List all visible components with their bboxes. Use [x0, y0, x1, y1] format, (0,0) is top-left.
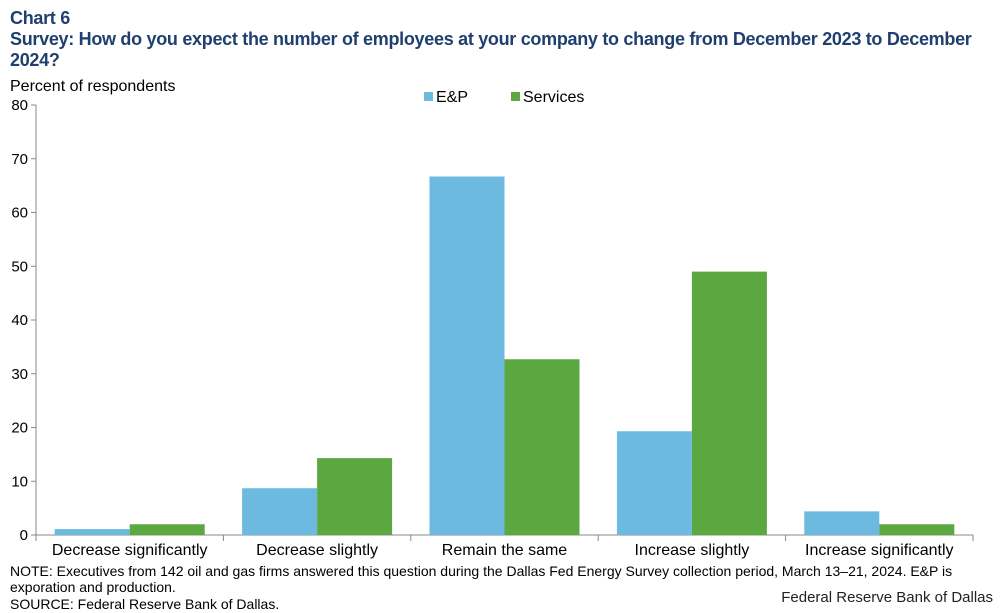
source-note: SOURCE: Federal Reserve Bank of Dallas.	[10, 596, 280, 612]
x-tick-label: Increase slightly	[635, 542, 750, 559]
chart-number: Chart 6	[10, 8, 70, 28]
title-block: Chart 6 Survey: How do you expect the nu…	[10, 8, 1000, 71]
x-tick-label: Decrease slightly	[256, 542, 378, 559]
chart-title: Survey: How do you expect the number of …	[10, 29, 972, 70]
bar-services	[317, 458, 393, 535]
x-tick-label: Decrease significantly	[52, 542, 208, 559]
y-tick-label: 80	[11, 97, 28, 114]
bar-ep	[616, 431, 692, 535]
y-tick-label: 20	[11, 420, 28, 437]
legend-swatch-ep	[424, 92, 433, 101]
y-tick-label: 40	[11, 312, 28, 329]
y-tick-label: 60	[11, 205, 28, 222]
bar-services	[504, 359, 580, 535]
credit: Federal Reserve Bank of Dallas	[781, 589, 993, 606]
bar-services	[129, 524, 205, 535]
x-tick-label: Increase significantly	[805, 542, 954, 559]
bar-services	[691, 271, 767, 535]
legend-label-services: Services	[523, 89, 584, 106]
x-tick-label: Remain the same	[442, 542, 567, 559]
bar-ep	[429, 176, 505, 536]
legend-swatch-services	[511, 92, 520, 101]
bar-services	[879, 524, 955, 535]
footnote: NOTE: Executives from 142 oil and gas fi…	[10, 563, 953, 595]
y-axis-label: Percent of respondents	[10, 78, 176, 95]
bar-ep	[804, 511, 880, 535]
y-tick-label: 10	[11, 473, 28, 490]
y-tick-label: 70	[11, 151, 28, 168]
bar-ep	[54, 529, 130, 535]
y-tick-label: 30	[11, 366, 28, 383]
y-tick-label: 50	[11, 258, 28, 275]
bar-ep	[242, 488, 318, 535]
legend-label-ep: E&P	[436, 89, 468, 106]
y-tick-label: 0	[20, 527, 28, 544]
